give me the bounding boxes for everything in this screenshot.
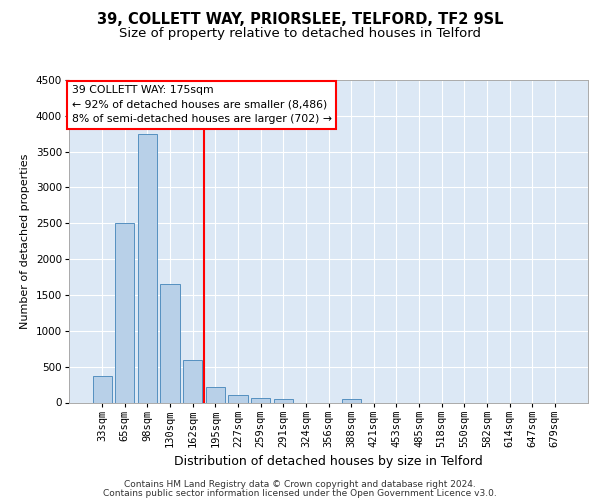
Text: 39 COLLETT WAY: 175sqm
← 92% of detached houses are smaller (8,486)
8% of semi-d: 39 COLLETT WAY: 175sqm ← 92% of detached… <box>71 85 332 124</box>
Bar <box>341 398 361 402</box>
Y-axis label: Number of detached properties: Number of detached properties <box>20 154 30 329</box>
Text: Contains HM Land Registry data © Crown copyright and database right 2024.: Contains HM Land Registry data © Crown c… <box>124 480 476 489</box>
Text: Contains public sector information licensed under the Open Government Licence v3: Contains public sector information licen… <box>103 488 497 498</box>
Bar <box>206 386 225 402</box>
Bar <box>138 134 157 402</box>
Bar <box>251 398 270 402</box>
Bar <box>229 395 248 402</box>
Bar <box>92 376 112 402</box>
Bar <box>274 400 293 402</box>
Bar <box>183 360 202 403</box>
Text: 39, COLLETT WAY, PRIORSLEE, TELFORD, TF2 9SL: 39, COLLETT WAY, PRIORSLEE, TELFORD, TF2… <box>97 12 503 28</box>
Text: Size of property relative to detached houses in Telford: Size of property relative to detached ho… <box>119 28 481 40</box>
Bar <box>160 284 180 403</box>
X-axis label: Distribution of detached houses by size in Telford: Distribution of detached houses by size … <box>174 456 483 468</box>
Bar <box>115 224 134 402</box>
